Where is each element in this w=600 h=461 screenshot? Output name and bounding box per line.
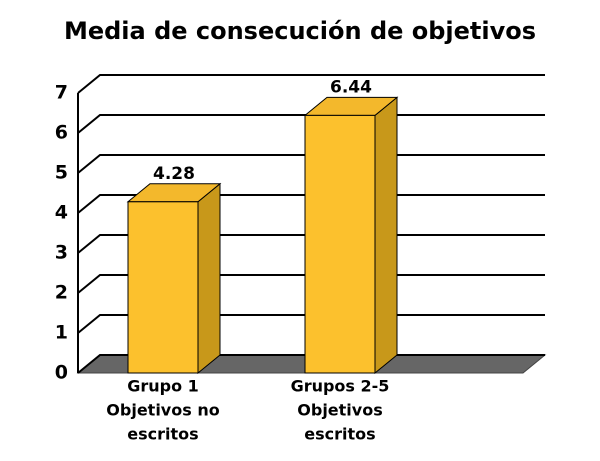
grid-line	[77, 74, 545, 94]
y-tick-label: 4	[55, 202, 68, 224]
value-label: 4.28	[153, 164, 195, 184]
y-tick-label: 5	[55, 162, 68, 184]
x-tick-label: Objetivos no	[106, 401, 219, 420]
chart-title: Media de consecución de objetivos	[64, 17, 536, 45]
bar-front	[127, 201, 199, 374]
bar	[126, 182, 222, 375]
y-tick-label: 6	[55, 122, 68, 144]
y-tick-label: 2	[55, 282, 68, 304]
x-tick-label: Objetivos	[297, 401, 382, 420]
x-tick-label: Grupo 1	[127, 377, 199, 396]
x-tick-label: Grupos 2-5	[291, 377, 390, 396]
bar-front	[304, 114, 376, 374]
y-tick-label: 3	[55, 242, 68, 264]
y-tick-label: 1	[55, 322, 68, 344]
bar-side	[197, 182, 221, 375]
x-tick-label: escritos	[127, 425, 198, 444]
x-tick-label: escritos	[304, 425, 375, 444]
y-tick-label: 0	[55, 362, 68, 384]
bar	[303, 96, 399, 375]
y-tick-label: 7	[55, 82, 68, 104]
bar-side	[374, 96, 398, 375]
value-label: 6.44	[330, 77, 372, 97]
